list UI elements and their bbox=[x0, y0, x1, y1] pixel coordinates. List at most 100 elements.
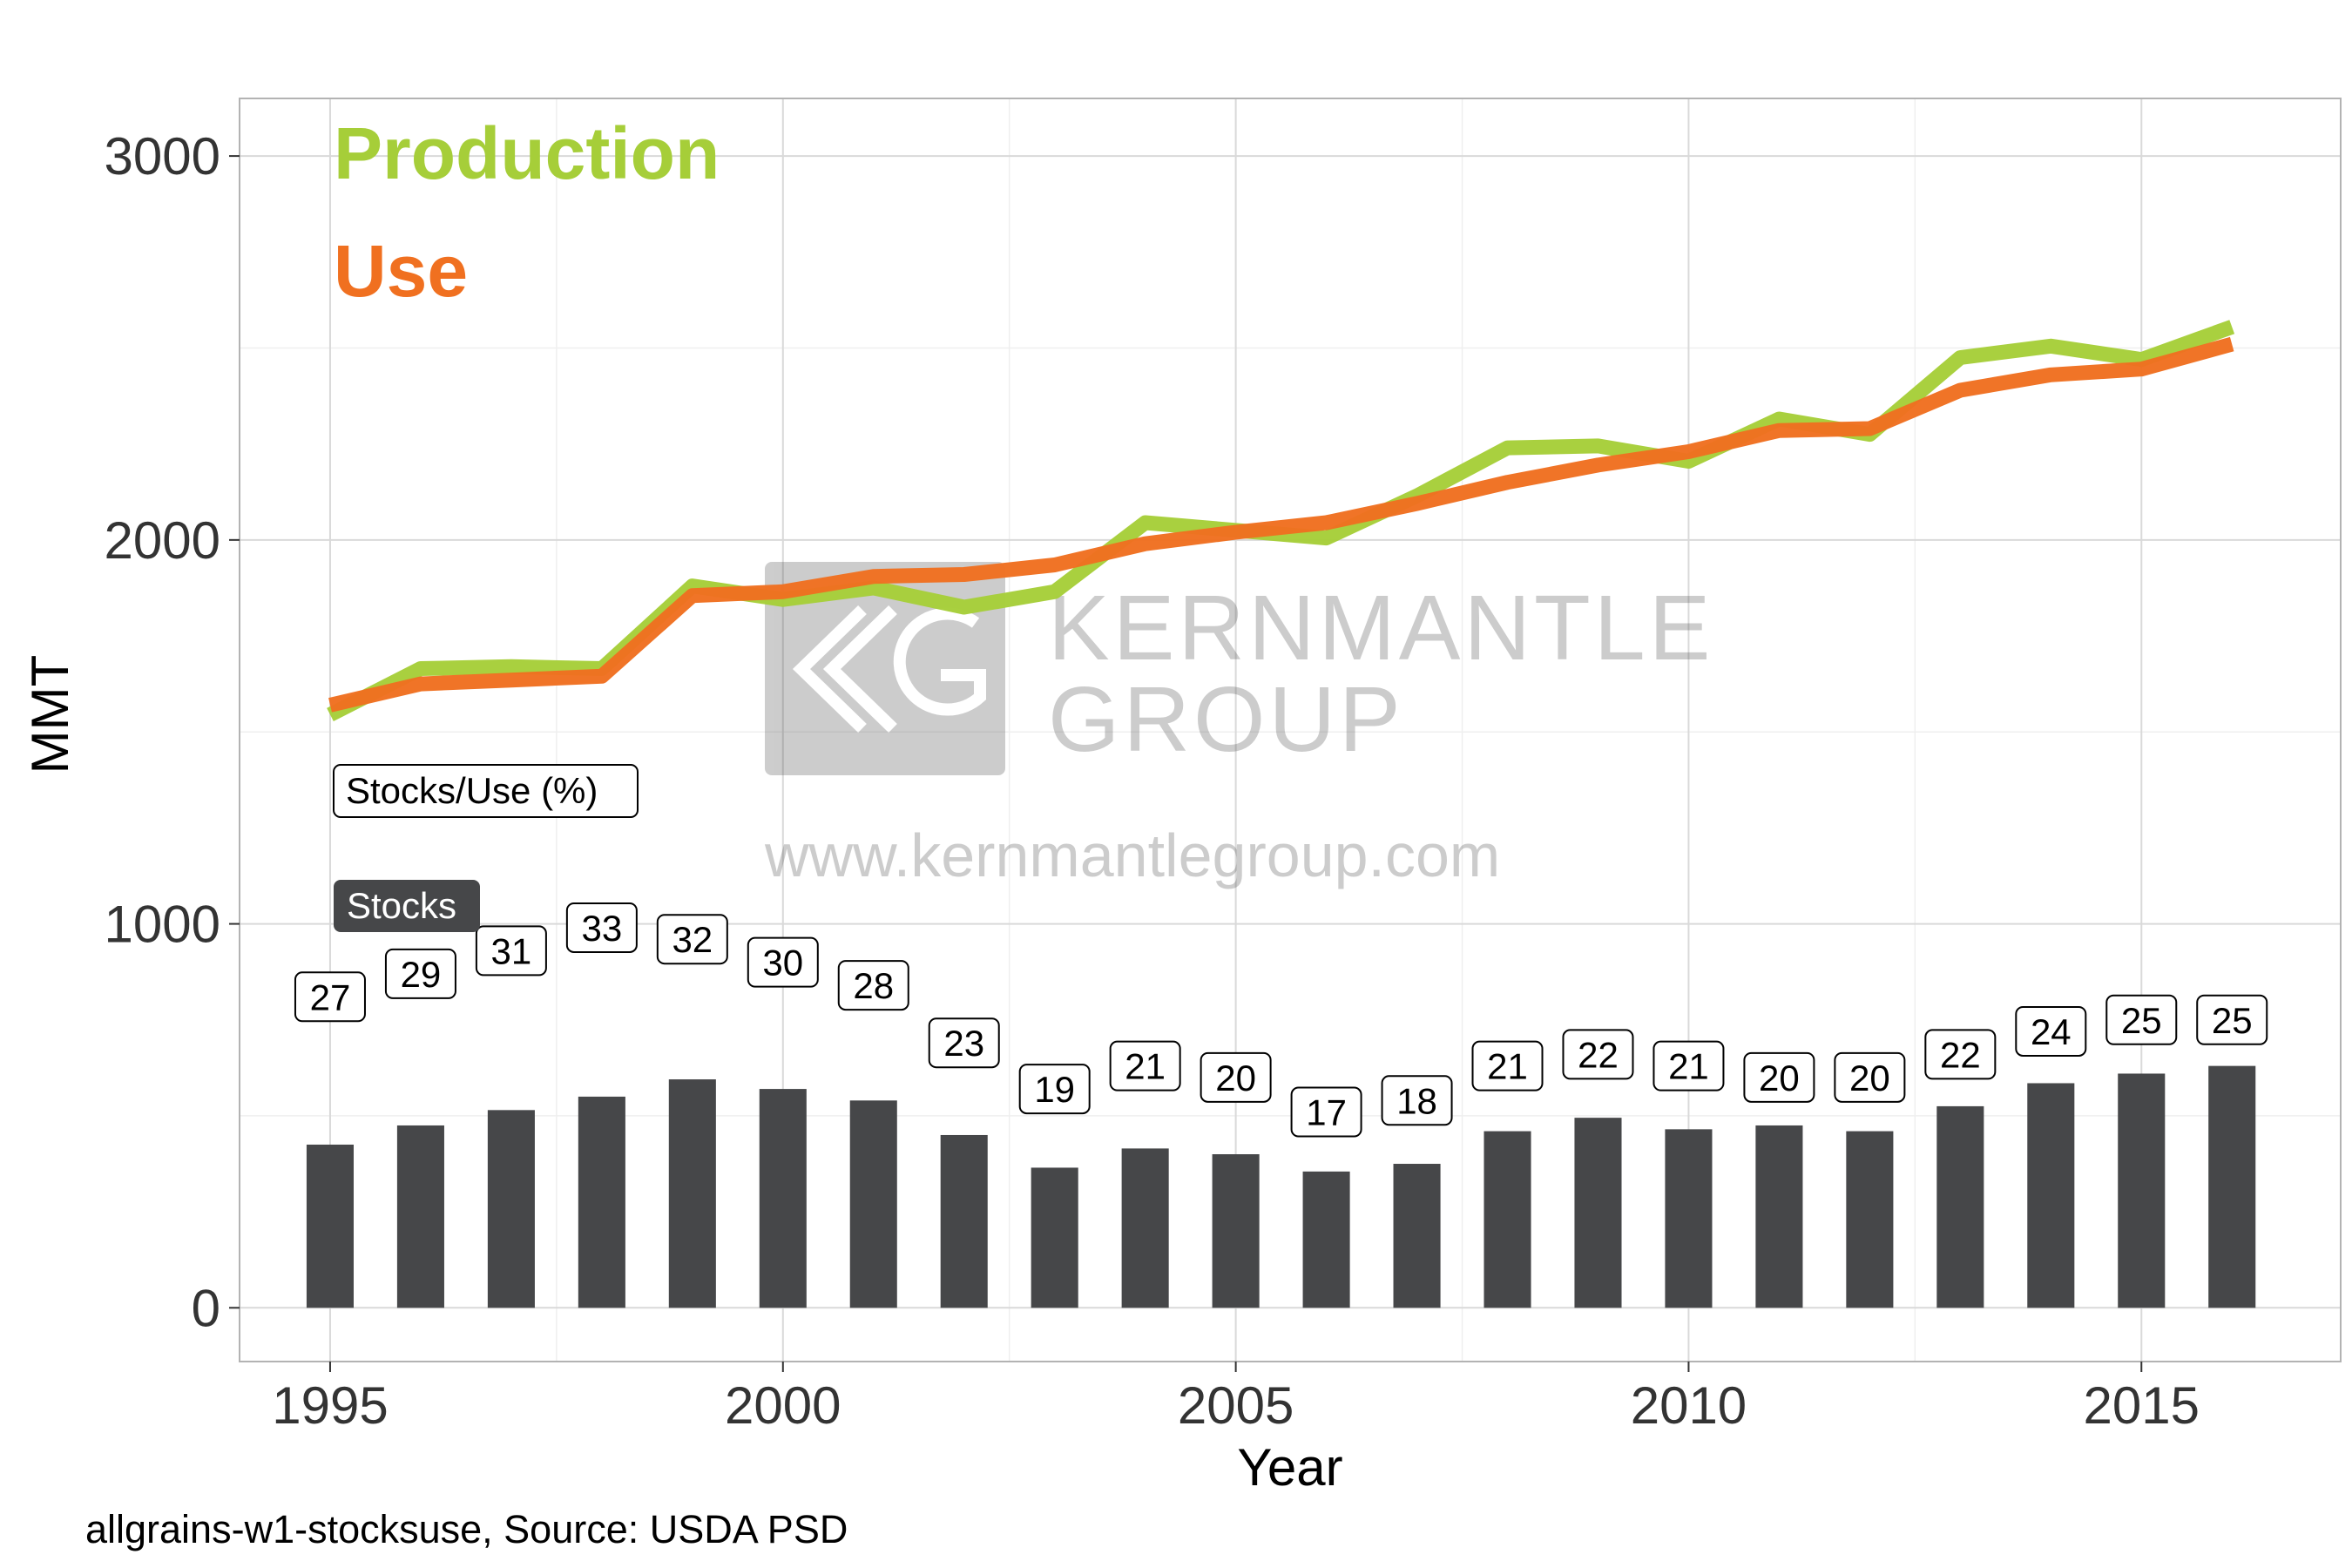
stocks-use-label-box bbox=[747, 936, 819, 988]
stocks-use-label-2003: 19 bbox=[1018, 1064, 1091, 1115]
stocks-use-label-box bbox=[294, 971, 366, 1023]
stocks-use-label-box bbox=[1924, 1029, 1997, 1080]
stocks-use-label-2007: 18 bbox=[1381, 1075, 1453, 1126]
y-tick-label-0: 0 bbox=[192, 1279, 220, 1337]
stocks-use-label-2012: 20 bbox=[1834, 1051, 1906, 1103]
stocks-use-label-2010: 21 bbox=[1652, 1040, 1725, 1092]
stocks-use-label-2013: 22 bbox=[1924, 1029, 1997, 1080]
stocks-bar-2014 bbox=[2027, 1083, 2075, 1308]
watermark-url: www.kernmantlegroup.com bbox=[764, 821, 1500, 889]
chart-caption: allgrains-w1-stocksuse, Source: USDA PSD bbox=[85, 1507, 848, 1551]
stocks-use-label-box bbox=[1834, 1051, 1906, 1103]
legend-stocks-use-box: Stocks/Use (%) bbox=[333, 764, 639, 818]
stocks-use-label-box bbox=[1381, 1075, 1453, 1126]
stocks-use-label-box bbox=[1018, 1064, 1091, 1115]
stocks-use-label-2004: 21 bbox=[1109, 1040, 1181, 1092]
stocks-use-label-box bbox=[1109, 1040, 1181, 1092]
stocks-use-label-box bbox=[565, 902, 638, 953]
stocks-use-label-box bbox=[2105, 994, 2178, 1045]
stocks-use-label-box bbox=[837, 960, 909, 1011]
stocks-use-label-text: 20 bbox=[1215, 1058, 1256, 1098]
series-lines bbox=[327, 320, 2235, 721]
stocks-use-label-box bbox=[1652, 1040, 1725, 1092]
stocks-use-label-text: 24 bbox=[2031, 1011, 2072, 1052]
stocks-use-label-2015: 25 bbox=[2105, 994, 2178, 1045]
watermark-name-line1: KERNMANTLE bbox=[1048, 577, 1713, 679]
stocks-use-label-1997: 31 bbox=[475, 925, 547, 977]
stocks-use-label-text: 25 bbox=[2212, 1000, 2253, 1041]
x-tick-label-1995: 1995 bbox=[272, 1376, 388, 1435]
legend-stocks-box: Stocks bbox=[334, 880, 480, 932]
stocks-use-label-text: 32 bbox=[672, 919, 713, 960]
stocks-use-label-text: 22 bbox=[1940, 1034, 1981, 1075]
stocks-bar-2016 bbox=[2208, 1065, 2256, 1308]
stocks-use-label-text: 21 bbox=[1125, 1046, 1166, 1087]
stocks-use-label-2002: 23 bbox=[928, 1017, 1000, 1069]
stocks-use-label-1998: 33 bbox=[565, 902, 638, 953]
stocks-use-label-text: 28 bbox=[853, 965, 894, 1006]
x-tick-label-2005: 2005 bbox=[1178, 1376, 1294, 1435]
legend-stocks-label: Stocks bbox=[347, 885, 456, 926]
stocks-use-label-2006: 17 bbox=[1290, 1086, 1362, 1138]
y-tick-label-1000: 1000 bbox=[105, 896, 220, 954]
stocks-bar-2006 bbox=[1302, 1171, 1350, 1308]
stocks-use-label-box bbox=[2196, 994, 2268, 1045]
axis-ticks bbox=[229, 155, 2143, 1372]
stocks-bar-1997 bbox=[487, 1110, 535, 1308]
stocks-use-label-text: 22 bbox=[1578, 1034, 1619, 1075]
watermark-logo: KERNMANTLE GROUP www.kernmantlegroup.com bbox=[764, 562, 1713, 889]
stocks-bar-2010 bbox=[1665, 1129, 1713, 1308]
stocks-use-label-2000: 30 bbox=[747, 936, 819, 988]
y-tick-label-2000: 2000 bbox=[105, 511, 220, 570]
series-line-use bbox=[328, 336, 2234, 713]
watermark-name-line2: GROUP bbox=[1048, 668, 1404, 771]
stocks-use-label-text: 23 bbox=[943, 1023, 984, 1064]
x-axis-title: Year bbox=[1237, 1438, 1342, 1497]
stocks-use-label-text: 27 bbox=[310, 977, 351, 1017]
stocks-bar-2004 bbox=[1121, 1148, 1169, 1308]
stocks-use-label-box bbox=[384, 948, 456, 999]
stocks-use-label-2016: 25 bbox=[2196, 994, 2268, 1045]
stocks-bar-2008 bbox=[1484, 1131, 1531, 1308]
x-tick-label-2015: 2015 bbox=[2084, 1376, 2200, 1435]
stocks-bar-2011 bbox=[1755, 1125, 1803, 1308]
stocks-bar-2001 bbox=[849, 1100, 897, 1308]
stocks-use-label-text: 20 bbox=[1759, 1058, 1800, 1098]
stocks-bar-1996 bbox=[396, 1125, 444, 1308]
stocks-use-label-2001: 28 bbox=[837, 960, 909, 1011]
stocks-use-label-2005: 20 bbox=[1200, 1051, 1272, 1103]
stocks-use-label-text: 31 bbox=[491, 930, 532, 971]
stocks-use-label-text: 17 bbox=[1306, 1092, 1347, 1133]
axis-tick-labels: 1995 2000 2005 2010 2015 0 1000 2000 3000 bbox=[105, 127, 2200, 1435]
stocks-use-label-text: 25 bbox=[2121, 1000, 2162, 1041]
stocks-use-label-box bbox=[1200, 1051, 1272, 1103]
watermark-logo-box bbox=[765, 562, 1005, 775]
stocks-bar-2000 bbox=[759, 1089, 807, 1308]
y-tick-label-3000: 3000 bbox=[105, 127, 220, 186]
stocks-bar-1995 bbox=[306, 1144, 354, 1308]
stocks-bar-2009 bbox=[1574, 1118, 1622, 1308]
stocks-use-label-text: 30 bbox=[762, 943, 803, 983]
stocks-bar-1998 bbox=[578, 1096, 625, 1308]
x-tick-label-2010: 2010 bbox=[1631, 1376, 1747, 1435]
stocks-use-label-2014: 24 bbox=[2015, 1005, 2087, 1057]
stocks-use-label-box bbox=[1743, 1051, 1815, 1103]
plot-panel-border bbox=[239, 98, 2342, 1362]
stocks-use-label-box bbox=[2015, 1005, 2087, 1057]
watermark-kg-icon bbox=[792, 605, 986, 733]
stocks-bar-2012 bbox=[1846, 1131, 1894, 1308]
stocks-use-label-box bbox=[1562, 1029, 1634, 1080]
stocks-use-label-box bbox=[928, 1017, 1000, 1069]
stocks-bar-1999 bbox=[668, 1079, 716, 1308]
x-tick-label-2000: 2000 bbox=[725, 1376, 841, 1435]
stocks-bar-2007 bbox=[1393, 1164, 1441, 1308]
stocks-use-label-text: 19 bbox=[1034, 1069, 1075, 1110]
stocks-use-label-2011: 20 bbox=[1743, 1051, 1815, 1103]
stocks-use-label-box bbox=[1290, 1086, 1362, 1138]
stocks-use-label-2009: 22 bbox=[1562, 1029, 1634, 1080]
stocks-use-labels: 27 29 31 33 32 30 28 23 19 21 20 17 18 21 22 21 20 20 22 24… bbox=[294, 902, 2268, 1138]
legend-stocks-use-label: Stocks/Use (%) bbox=[346, 770, 598, 811]
stocks-bar-2002 bbox=[940, 1134, 988, 1308]
stocks-bars bbox=[306, 1065, 2256, 1308]
